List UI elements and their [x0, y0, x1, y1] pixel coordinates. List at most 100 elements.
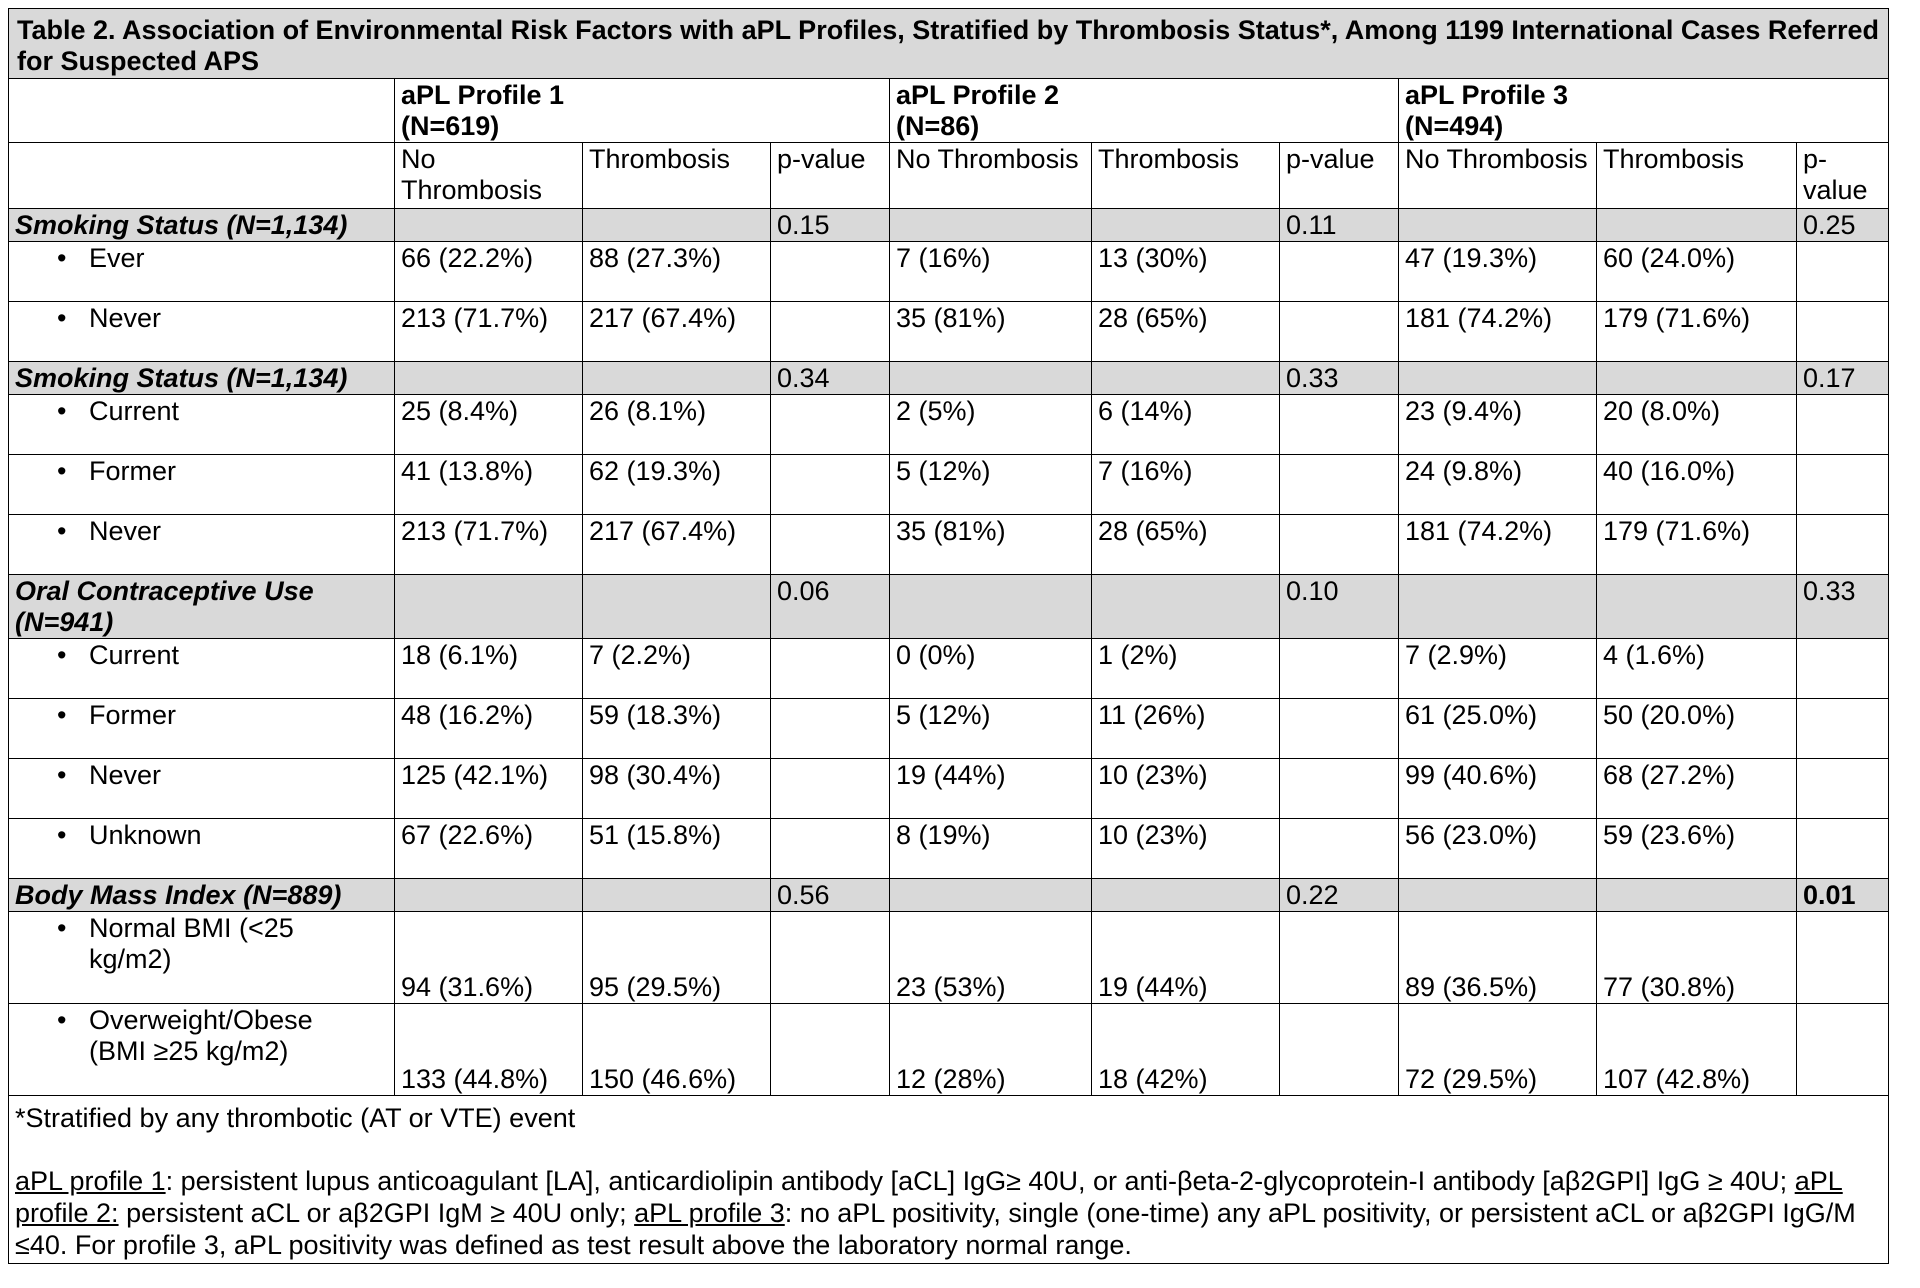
cell-thrombosis: 179 (71.6%) — [1596, 301, 1797, 362]
profile-3-header: aPL Profile 3 (N=494) — [1397, 78, 1890, 143]
cell-pvalue-empty — [1795, 638, 1890, 699]
section-row: Smoking Status (N=1,134) 0.15 0.11 0.25 — [8, 208, 1890, 242]
section-empty-cell — [1091, 361, 1280, 395]
cell-no-thrombosis: 2 (5%) — [889, 394, 1092, 455]
bullet-icon: • — [57, 1005, 67, 1035]
cell-pvalue-empty — [770, 698, 890, 759]
cell-no-thrombosis: 94 (31.6%) — [394, 911, 583, 1004]
cell-no-thrombosis: 72 (29.5%) — [1398, 1003, 1597, 1096]
section-empty-cell — [582, 361, 771, 395]
bullet-icon: • — [57, 820, 67, 850]
row-label: • Unknown — [8, 818, 395, 879]
section-pvalue: 0.17 — [1795, 361, 1890, 395]
cell-no-thrombosis: 48 (16.2%) — [394, 698, 583, 759]
row-label: • Ever — [8, 241, 395, 302]
cell-no-thrombosis: 23 (9.4%) — [1398, 394, 1597, 455]
footnote-star: *Stratified by any thrombotic (AT or VTE… — [15, 1103, 576, 1133]
bullet-icon: • — [57, 913, 67, 943]
section-pvalue: 0.33 — [1795, 574, 1890, 639]
bullet-icon: • — [57, 760, 67, 790]
pvalue-header: p-value — [1279, 142, 1399, 209]
cell-pvalue-empty — [1795, 698, 1890, 759]
cell-no-thrombosis: 23 (53%) — [889, 911, 1092, 1004]
cell-thrombosis: 1 (2%) — [1091, 638, 1280, 699]
cell-thrombosis: 217 (67.4%) — [582, 514, 771, 575]
row-label: • Never — [8, 301, 395, 362]
row-label: • Former — [8, 454, 395, 515]
section-pvalue: 0.33 — [1279, 361, 1399, 395]
row-label: • Never — [8, 514, 395, 575]
footnote-profile-3-text: : no aPL positivity, single (one-time) a… — [15, 1198, 1856, 1260]
cell-thrombosis: 179 (71.6%) — [1596, 514, 1797, 575]
cell-no-thrombosis: 8 (19%) — [889, 818, 1092, 879]
cell-pvalue-empty — [1279, 758, 1399, 819]
profile-1-n: (N=619) — [401, 111, 500, 141]
row-label: • Never — [8, 758, 395, 819]
cell-pvalue-empty — [770, 241, 890, 302]
cell-thrombosis: 20 (8.0%) — [1596, 394, 1797, 455]
cell-thrombosis: 62 (19.3%) — [582, 454, 771, 515]
cell-thrombosis: 107 (42.8%) — [1596, 1003, 1797, 1096]
section-pvalue: 0.34 — [770, 361, 890, 395]
section-pvalue: 0.56 — [770, 878, 890, 912]
section-pvalue: 0.10 — [1279, 574, 1399, 639]
cell-pvalue-empty — [770, 758, 890, 819]
cell-pvalue-empty — [1795, 818, 1890, 879]
section-empty-cell — [394, 574, 583, 639]
section-empty-cell — [1596, 878, 1797, 912]
no-thrombosis-header: No Thrombosis — [1398, 142, 1597, 209]
data-table: Table 2. Association of Environmental Ri… — [7, 8, 1890, 1264]
section-row: Smoking Status (N=1,134) 0.34 0.33 0.17 — [8, 361, 1890, 395]
cell-thrombosis: 98 (30.4%) — [582, 758, 771, 819]
table-row: • Never 213 (71.7%) 217 (67.4%) 35 (81%) 28 (… — [8, 301, 1890, 362]
row-label: • Current — [8, 394, 395, 455]
profile-1-header: aPL Profile 1 (N=619) — [394, 78, 890, 143]
bullet-icon: • — [57, 456, 67, 486]
cell-thrombosis: 4 (1.6%) — [1596, 638, 1797, 699]
cell-no-thrombosis: 125 (42.1%) — [394, 758, 583, 819]
cell-no-thrombosis: 5 (12%) — [889, 454, 1092, 515]
cell-pvalue-empty — [770, 638, 890, 699]
cell-thrombosis: 28 (65%) — [1091, 301, 1280, 362]
title-row: Table 2. Association of Environmental Ri… — [7, 8, 1890, 79]
row-label-text: Current — [89, 396, 180, 426]
table-row: • Current 18 (6.1%) 7 (2.2%) 0 (0%) 1 (2%) 7 (… — [8, 638, 1890, 699]
footnote-profile-2-text: persistent aCL or aβ2GPI IgM ≥ 40U only; — [118, 1198, 635, 1228]
row-label: • Former — [8, 698, 395, 759]
cell-no-thrombosis: 7 (16%) — [889, 241, 1092, 302]
cell-pvalue-empty — [1279, 698, 1399, 759]
section-empty-cell — [394, 878, 583, 912]
section-pvalue: 0.15 — [770, 208, 890, 242]
bullet-icon: • — [57, 243, 67, 273]
section-empty-cell — [889, 574, 1092, 639]
section-row: Oral Contraceptive Use (N=941) 0.06 0.10 0.… — [8, 574, 1890, 639]
section-empty-cell — [1398, 208, 1597, 242]
cell-thrombosis: 217 (67.4%) — [582, 301, 771, 362]
cell-no-thrombosis: 66 (22.2%) — [394, 241, 583, 302]
cell-pvalue-empty — [1279, 301, 1399, 362]
section-pvalue: 0.01 — [1795, 878, 1890, 912]
cell-no-thrombosis: 47 (19.3%) — [1398, 241, 1597, 302]
cell-pvalue-empty — [1795, 301, 1890, 362]
cell-thrombosis: 10 (23%) — [1091, 758, 1280, 819]
label-header-cell — [8, 142, 395, 209]
section-empty-cell — [1091, 208, 1280, 242]
cell-no-thrombosis: 61 (25.0%) — [1398, 698, 1597, 759]
cell-thrombosis: 7 (16%) — [1091, 454, 1280, 515]
cell-no-thrombosis: 35 (81%) — [889, 514, 1092, 575]
section-empty-cell — [1398, 574, 1597, 639]
table-row: • Never 213 (71.7%) 217 (67.4%) 35 (81%) 28 (… — [8, 514, 1890, 575]
cell-no-thrombosis: 99 (40.6%) — [1398, 758, 1597, 819]
section-empty-cell — [889, 208, 1092, 242]
section-empty-cell — [1398, 361, 1597, 395]
cell-pvalue-empty — [1795, 514, 1890, 575]
bullet-icon: • — [57, 640, 67, 670]
bullet-icon: • — [57, 516, 67, 546]
profile-2-header: aPL Profile 2 (N=86) — [889, 78, 1399, 143]
cell-thrombosis: 28 (65%) — [1091, 514, 1280, 575]
cell-thrombosis: 10 (23%) — [1091, 818, 1280, 879]
row-label-text: Never — [89, 516, 162, 546]
cell-pvalue-empty — [1279, 818, 1399, 879]
cell-pvalue-empty — [1279, 911, 1399, 1004]
profile-2-name: aPL Profile 2 — [896, 80, 1060, 110]
